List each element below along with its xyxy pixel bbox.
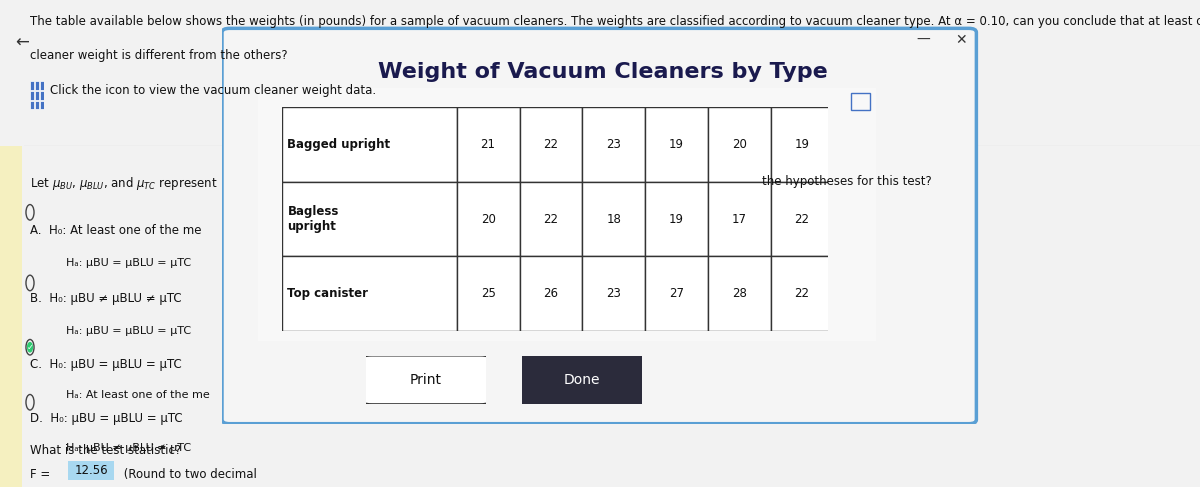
Text: ✕: ✕	[955, 33, 967, 47]
Text: D.  H₀: μBU = μBLU = μTC: D. H₀: μBU = μBLU = μTC	[30, 412, 182, 425]
Bar	[708, 257, 770, 331]
Text: 22: 22	[794, 287, 810, 300]
Text: Weight of Vacuum Cleaners by Type: Weight of Vacuum Cleaners by Type	[378, 62, 828, 82]
Text: 20: 20	[481, 213, 496, 225]
Text: Hₐ: μBU = μBLU = μTC: Hₐ: μBU = μBLU = μTC	[66, 258, 191, 268]
Text: Hₐ: μBU ≠ μBLU ≠ μTC: Hₐ: μBU ≠ μBLU ≠ μTC	[66, 443, 191, 453]
Text: 19: 19	[794, 138, 810, 151]
Text: Click the icon to view the vacuum cleaner weight data.: Click the icon to view the vacuum cleane…	[50, 84, 377, 96]
Text: 18: 18	[606, 213, 622, 225]
Bar	[30, 100, 35, 109]
Bar	[457, 107, 520, 182]
Bar	[646, 107, 708, 182]
Text: ✓: ✓	[26, 343, 34, 352]
Text: the hypotheses for this test?: the hypotheses for this test?	[762, 175, 931, 188]
Bar	[582, 182, 646, 257]
Text: 28: 28	[732, 287, 746, 300]
Bar	[646, 182, 708, 257]
Bar	[582, 107, 646, 182]
Bar	[282, 107, 457, 182]
Text: 17: 17	[732, 213, 746, 225]
Bar	[457, 257, 520, 331]
Text: Top canister: Top canister	[288, 287, 368, 300]
Text: F =: F =	[30, 468, 54, 481]
Bar	[40, 91, 44, 100]
Bar	[520, 257, 582, 331]
Text: Hₐ: μBU = μBLU = μTC: Hₐ: μBU = μBLU = μTC	[66, 326, 191, 337]
Text: 22: 22	[544, 213, 558, 225]
Bar	[582, 257, 646, 331]
Text: 19: 19	[668, 138, 684, 151]
Text: 22: 22	[544, 138, 558, 151]
Bar	[770, 182, 834, 257]
Text: Bagless
upright: Bagless upright	[288, 205, 338, 233]
Text: ←: ←	[16, 34, 30, 52]
FancyBboxPatch shape	[360, 356, 492, 404]
Text: What is the test statistic?: What is the test statistic?	[30, 444, 181, 457]
Bar	[520, 182, 582, 257]
Text: (Round to two decimal: (Round to two decimal	[120, 468, 257, 481]
Text: A.  H₀: At least one of the me: A. H₀: At least one of the me	[30, 224, 202, 237]
Text: 20: 20	[732, 138, 746, 151]
Text: B.  H₀: μBU ≠ μBLU ≠ μTC: B. H₀: μBU ≠ μBLU ≠ μTC	[30, 292, 181, 305]
Bar	[35, 81, 40, 90]
Bar	[40, 81, 44, 90]
Text: 23: 23	[606, 138, 622, 151]
Bar	[520, 107, 582, 182]
Text: 23: 23	[606, 287, 622, 300]
Bar	[770, 257, 834, 331]
Text: Let $\mu_{BU}$, $\mu_{BLU}$, and $\mu_{TC}$ represent: Let $\mu_{BU}$, $\mu_{BLU}$, and $\mu_{T…	[30, 175, 217, 192]
Text: 19: 19	[668, 213, 684, 225]
Text: 26: 26	[544, 287, 558, 300]
Circle shape	[28, 343, 32, 352]
Bar	[770, 107, 834, 182]
Text: The table available below shows the weights (in pounds) for a sample of vacuum c: The table available below shows the weig…	[30, 15, 1200, 28]
Text: Print: Print	[410, 373, 442, 387]
Text: 22: 22	[794, 213, 810, 225]
Text: 27: 27	[668, 287, 684, 300]
Bar	[282, 257, 457, 331]
Text: —: —	[916, 33, 930, 47]
Text: 21: 21	[481, 138, 496, 151]
Text: Hₐ: At least one of the me: Hₐ: At least one of the me	[66, 390, 210, 400]
Bar	[457, 182, 520, 257]
Bar	[646, 257, 708, 331]
FancyBboxPatch shape	[516, 356, 648, 404]
Bar	[708, 182, 770, 257]
Bar	[708, 107, 770, 182]
Bar	[35, 91, 40, 100]
Text: 25: 25	[481, 287, 496, 300]
Bar	[40, 100, 44, 109]
FancyBboxPatch shape	[222, 28, 977, 424]
Text: 12.56: 12.56	[74, 464, 108, 477]
Text: Done: Done	[564, 373, 600, 387]
Bar	[30, 91, 35, 100]
Text: Bagged upright: Bagged upright	[288, 138, 390, 151]
Bar	[282, 182, 457, 257]
Bar	[30, 81, 35, 90]
Bar	[35, 100, 40, 109]
Text: C.  H₀: μBU = μBLU = μTC: C. H₀: μBU = μBLU = μTC	[30, 358, 181, 371]
Text: cleaner weight is different from the others?: cleaner weight is different from the oth…	[30, 49, 288, 62]
Bar	[851, 93, 870, 111]
